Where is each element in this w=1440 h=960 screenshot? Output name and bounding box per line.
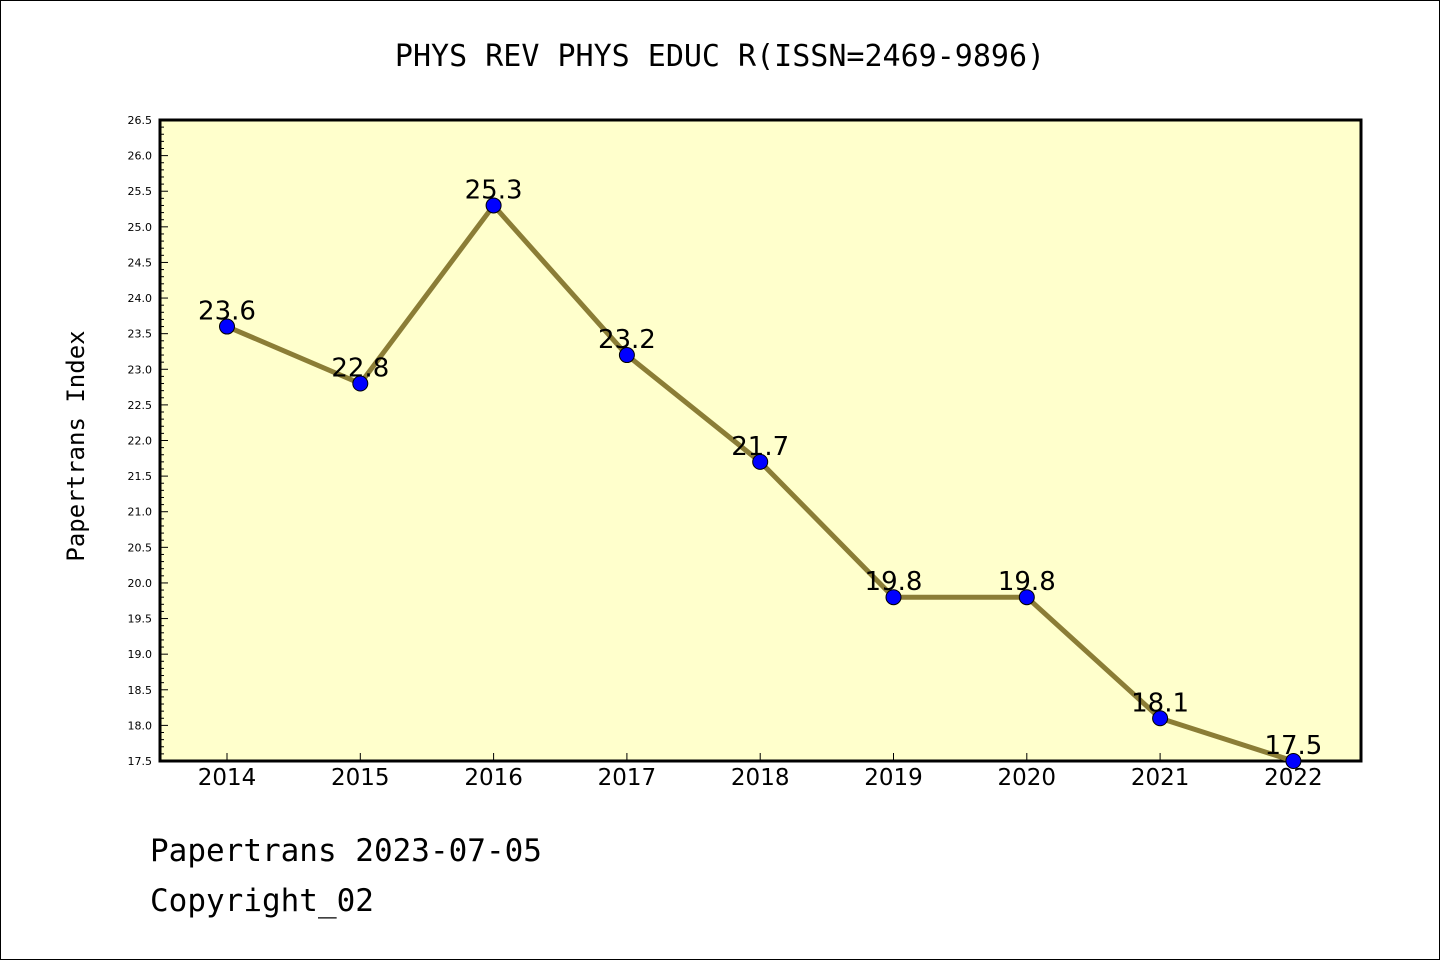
- data-point: [752, 453, 769, 470]
- data-point: [1152, 710, 1169, 727]
- x-tick-label: 2016: [464, 765, 523, 791]
- y-tick-label: 20.5: [128, 541, 153, 554]
- y-tick-label: 19.0: [128, 648, 153, 661]
- x-tick-label: 2017: [598, 765, 657, 791]
- x-tick-label: 2021: [1131, 765, 1190, 791]
- x-tick-label: 2018: [731, 765, 790, 791]
- y-tick-label: 26.0: [128, 150, 153, 163]
- plot-area: [158, 118, 1363, 763]
- y-tick-label: 17.5: [128, 755, 153, 768]
- y-tick-label: 19.5: [128, 613, 153, 626]
- chart-title: PHYS REV PHYS EDUC R(ISSN=2469-9896): [395, 39, 1045, 74]
- x-tick-label: 2020: [998, 765, 1057, 791]
- x-tick-label: 2019: [864, 765, 923, 791]
- y-tick-label: 18.5: [128, 684, 153, 697]
- data-labels-group: 23.6 22.8 25.3 23.2 21.7 19.8 19.8 18.1 17.5: [198, 175, 1322, 761]
- data-label: 18.1: [1131, 688, 1189, 718]
- data-label: 21.7: [731, 432, 789, 462]
- data-point: [1018, 589, 1035, 606]
- footer-copyright: Copyright_02: [150, 883, 374, 919]
- data-label: 17.5: [1264, 731, 1322, 761]
- data-label: 22.8: [331, 354, 389, 384]
- x-tick-label: 2014: [198, 765, 257, 791]
- x-tick-label: 2015: [331, 765, 390, 791]
- y-tick-label: 25.0: [128, 221, 153, 234]
- data-point: [1285, 753, 1302, 769]
- data-point: [618, 347, 635, 364]
- data-point: [352, 375, 369, 392]
- data-label: 19.8: [998, 567, 1056, 597]
- markers-group: [219, 197, 1302, 769]
- y-tick-label: 25.5: [128, 185, 153, 198]
- y-axis-label: Papertrans Index: [62, 330, 90, 561]
- y-tick-label: 22.0: [128, 435, 153, 448]
- data-label: 23.6: [198, 297, 256, 327]
- y-tick-label: 24.0: [128, 292, 153, 305]
- data-point: [219, 318, 235, 335]
- y-tick-label: 18.0: [128, 719, 153, 732]
- data-label: 23.2: [598, 325, 656, 355]
- y-tick-label: 22.5: [128, 399, 153, 412]
- y-tick-label: 21.0: [128, 506, 153, 519]
- footer-date: Papertrans 2023-07-05: [150, 833, 542, 869]
- y-tick-label: 23.0: [128, 363, 153, 376]
- x-axis: 2014 2015 2016 2017 2018 2019 2020 2021 2022: [198, 753, 1323, 791]
- y-tick-label: 20.0: [128, 577, 153, 590]
- y-tick-label: 24.5: [128, 256, 153, 269]
- y-tick-label: 26.5: [128, 114, 153, 127]
- data-point: [885, 589, 902, 606]
- y-tick-label: 23.5: [128, 328, 153, 341]
- data-label: 25.3: [465, 175, 523, 205]
- y-tick-label: 21.5: [128, 470, 153, 483]
- x-tick-label: 2022: [1264, 765, 1323, 791]
- data-point: [485, 197, 502, 214]
- data-label: 19.8: [865, 567, 923, 597]
- y-axis: 17.5 18.0 18.5 19.0 19.5 20.0 20.5 21.0 21.5 22.0…: [128, 114, 168, 768]
